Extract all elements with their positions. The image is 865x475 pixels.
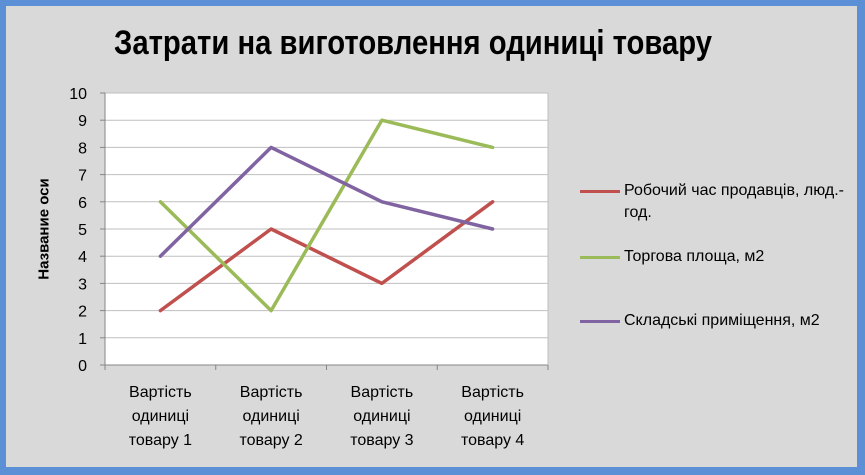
legend-swatch-2 (580, 256, 620, 259)
legend-item-1: Робочий час продавців, люд.-год. (580, 180, 844, 224)
legend-label-2: Торгова площа, м2 (624, 248, 765, 265)
x-tick-label: Вартість одиниці товару 1 (129, 384, 192, 449)
x-tick-label: Вартість одиниці товару 2 (239, 384, 302, 449)
legend-swatch-1 (580, 190, 620, 193)
legend-item-3: Складські приміщення, м2 (580, 310, 844, 332)
chart-title: Затрати на виготовлення одиниці товару (114, 24, 712, 62)
series-line-1 (158, 200, 495, 313)
y-tick-label: 4 (78, 249, 87, 266)
series-line-2 (158, 118, 495, 313)
y-tick-label: 5 (78, 222, 87, 239)
y-tick-label: 1 (78, 331, 87, 348)
x-tick-label: Вартість одиниці товару 4 (461, 384, 524, 449)
y-tick-label: 7 (78, 168, 87, 185)
legend-swatch-3 (580, 320, 620, 323)
x-tick-label: Вартість одиниці товару 3 (350, 384, 413, 449)
legend-label-1: Робочий час продавців, люд.-год. (624, 182, 844, 221)
y-tick-label: 2 (78, 304, 87, 321)
y-tick-label: 6 (78, 195, 87, 212)
y-tick-label: 8 (78, 140, 87, 157)
y-tick-label: 0 (78, 358, 87, 375)
series-line-3 (158, 145, 495, 258)
y-tick-label: 3 (78, 276, 87, 293)
legend-label-3: Складські приміщення, м2 (624, 312, 820, 329)
y-tick-label: 9 (78, 113, 87, 130)
y-tick-label: 10 (69, 86, 87, 103)
legend-item-2: Торгова площа, м2 (580, 246, 844, 268)
